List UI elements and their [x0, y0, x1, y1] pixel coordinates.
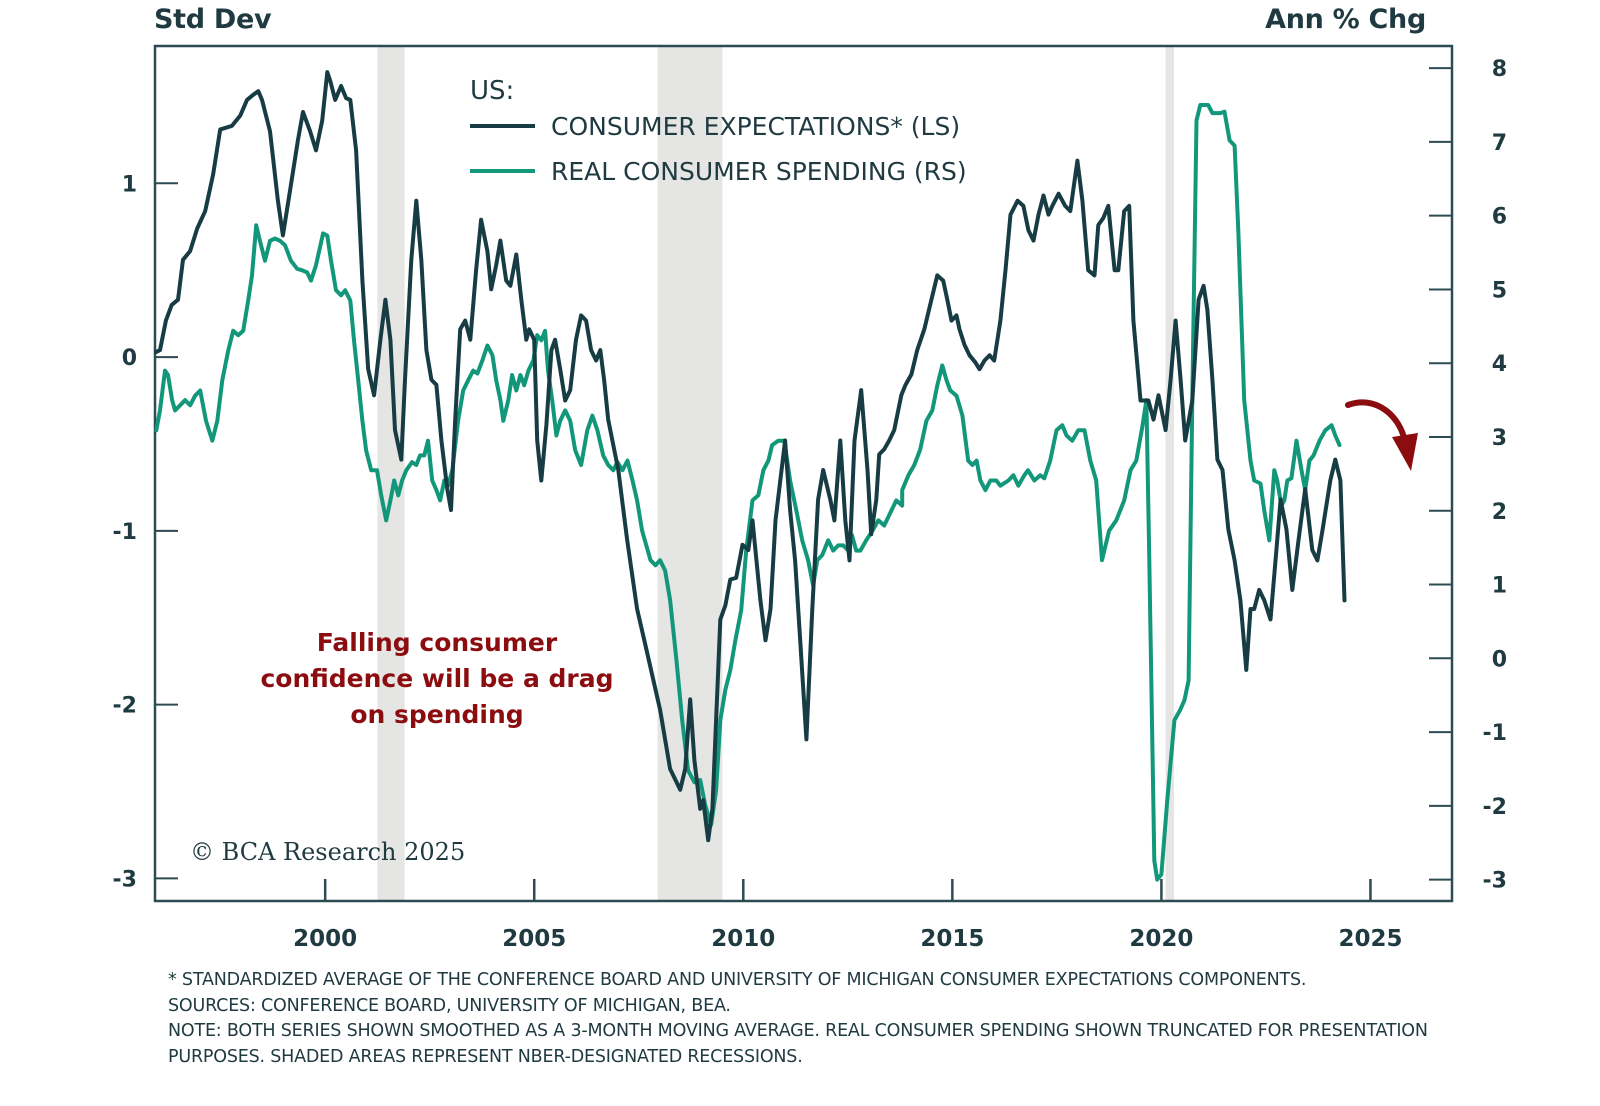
left-axis: 1 0 -1 -2 -3	[113, 172, 178, 892]
right-tick-label: 7	[1492, 131, 1507, 156]
legend-label-real-consumer-spending: REAL CONSUMER SPENDING (RS)	[551, 157, 967, 186]
recession-band	[377, 46, 405, 901]
footnote-sources: SOURCES: CONFERENCE BOARD, UNIVERSITY OF…	[168, 995, 731, 1016]
plot-frame	[153, 44, 1454, 903]
x-tick-label: 2015	[920, 926, 984, 952]
left-tick-label: -2	[113, 694, 137, 719]
x-tick-label: 2020	[1129, 926, 1193, 952]
plot-border	[153, 44, 1454, 903]
right-tick-label: 0	[1492, 647, 1507, 672]
series-lines	[154, 70, 1347, 882]
right-axis: 8 7 6 5 4 3 2 1 0 -1 -2 -3	[1429, 57, 1507, 894]
left-tick-label: -1	[113, 520, 137, 545]
right-tick-label: -2	[1483, 795, 1507, 820]
recession-band	[1165, 46, 1174, 901]
left-tick-label: 0	[122, 346, 137, 371]
x-tick-label: 2005	[502, 926, 566, 952]
x-tick-label: 2000	[293, 926, 357, 952]
left-axis-title: Std Dev	[154, 4, 272, 35]
down-arrow-icon	[1345, 399, 1418, 471]
left-tick-label: 1	[122, 172, 137, 197]
right-tick-label: -1	[1483, 721, 1507, 746]
annotation-line-2: confidence will be a drag	[260, 664, 613, 693]
legend-region-title: US:	[470, 76, 514, 106]
copyright-text: © BCA Research 2025	[190, 838, 465, 866]
right-tick-label: 3	[1492, 426, 1507, 451]
right-axis-title: Ann % Chg	[1265, 4, 1426, 35]
consumer-expectations-line	[154, 70, 1347, 843]
right-tick-label: 5	[1492, 278, 1507, 303]
real-consumer-spending-line	[154, 103, 1342, 882]
right-tick-label: 4	[1492, 352, 1507, 377]
footnote-note: NOTE: BOTH SERIES SHOWN SMOOTHED AS A 3-…	[168, 1021, 1428, 1067]
annotation-line-3: on spending	[350, 700, 523, 729]
left-tick-label: -3	[113, 867, 137, 892]
x-axis: 2000 2005 2010 2015 2020 2025	[293, 879, 1402, 952]
arrow-head	[1392, 433, 1418, 471]
right-tick-label: 2	[1492, 500, 1507, 525]
right-tick-label: 8	[1492, 57, 1507, 82]
legend: US: CONSUMER EXPECTATIONS* (LS) REAL CON…	[470, 76, 967, 186]
right-tick-label: 6	[1492, 205, 1507, 230]
right-tick-label: 1	[1492, 574, 1507, 599]
right-tick-label: -3	[1483, 869, 1507, 894]
annotation: Falling consumer confidence will be a dr…	[260, 628, 613, 729]
annotation-line-1: Falling consumer	[317, 628, 558, 657]
x-tick-label: 2025	[1338, 926, 1402, 952]
x-tick-label: 2010	[711, 926, 775, 952]
footnotes: * STANDARDIZED AVERAGE OF THE CONFERENCE…	[168, 968, 1428, 1070]
arrow-shaft	[1345, 399, 1408, 445]
line-chart: 1 0 -1 -2 -3 8 7 6 5 4 3 2 1 0 -1 -2 -3 2000 2005 2010 201…	[113, 44, 1507, 952]
legend-label-consumer-expectations: CONSUMER EXPECTATIONS* (LS)	[551, 112, 960, 141]
footnote-definition: * STANDARDIZED AVERAGE OF THE CONFERENCE…	[168, 970, 1307, 990]
